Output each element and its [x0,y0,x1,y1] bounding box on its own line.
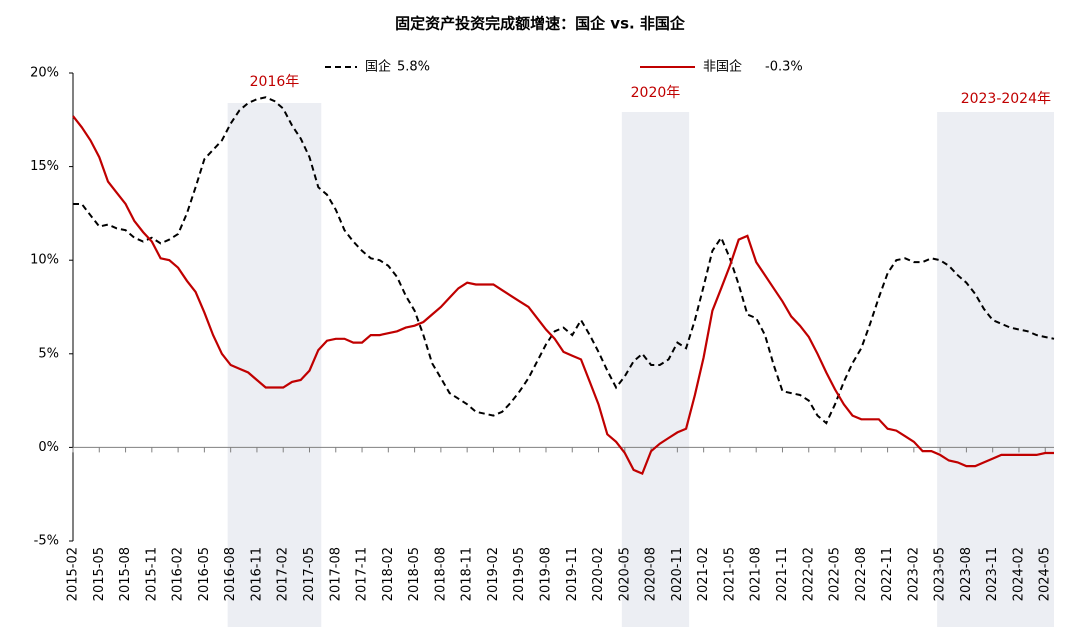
x-tick-label: 2018-11 [460,547,475,601]
shaded-region [621,112,690,627]
y-tick-label: -5% [34,534,59,549]
x-tick-label: 2022-08 [854,547,869,601]
x-tick-label: 2016-05 [197,547,212,601]
region-label: 2023-2024年 [961,91,1051,107]
x-tick-label: 2015-08 [118,547,133,601]
x-tick-label: 2019-05 [512,547,527,601]
chart-title: 固定资产投资完成额增速：国企 vs. 非国企 [395,15,686,33]
x-tick-label: 2018-08 [433,547,448,601]
series-line [73,96,1055,425]
x-tick-label: 2022-05 [828,547,843,601]
x-tick-label: 2023-08 [959,547,974,601]
legend-value: 5.8% [397,60,430,75]
x-tick-label: 2018-02 [381,547,396,601]
y-tick-label: 20% [30,66,59,81]
region-label: 2016年 [250,74,300,90]
y-tick-label: 10% [30,253,59,268]
x-tick-label: 2015-11 [144,547,159,601]
x-tick-label: 2022-02 [801,547,816,601]
legend-value: -0.3% [765,60,803,75]
x-tick-label: 2017-02 [276,547,291,601]
x-tick-label: 2017-08 [328,547,343,601]
legend-label: 非国企 [703,59,742,75]
y-tick-label: 0% [38,440,59,455]
x-tick-label: 2023-05 [933,547,948,601]
shaded-region [937,112,1054,627]
x-tick-label: 2024-05 [1038,547,1053,601]
x-tick-label: 2016-11 [249,547,264,601]
x-tick-label: 2016-02 [171,547,186,601]
region-label: 2020年 [631,85,681,101]
legend-label: 国企 [365,59,391,75]
x-tick-label: 2023-02 [906,547,921,601]
x-tick-label: 2019-02 [486,547,501,601]
x-tick-label: 2022-11 [880,547,895,601]
x-tick-label: 2020-02 [591,547,606,601]
x-tick-label: 2021-02 [696,547,711,601]
x-tick-label: 2015-02 [66,547,81,601]
x-tick-label: 2021-08 [749,547,764,601]
y-tick-label: 15% [30,159,59,174]
x-tick-label: 2020-11 [670,547,685,601]
x-tick-label: 2018-05 [407,547,422,601]
series-line [72,115,1054,476]
x-tick-label: 2020-05 [617,547,632,601]
x-tick-label: 2017-11 [355,547,370,601]
x-tick-label: 2024-02 [1011,547,1026,601]
x-tick-label: 2019-08 [538,547,553,601]
x-tick-label: 2020-08 [644,547,659,601]
x-tick-label: 2017-05 [302,547,317,601]
x-tick-label: 2023-11 [985,547,1000,601]
y-tick-label: 5% [38,346,59,361]
x-tick-label: 2016-08 [223,547,238,601]
x-tick-label: 2015-05 [92,547,107,601]
shaded-region [227,103,322,627]
x-tick-label: 2021-05 [722,547,737,601]
x-tick-label: 2021-11 [775,547,790,601]
x-tick-label: 2019-11 [565,547,580,601]
